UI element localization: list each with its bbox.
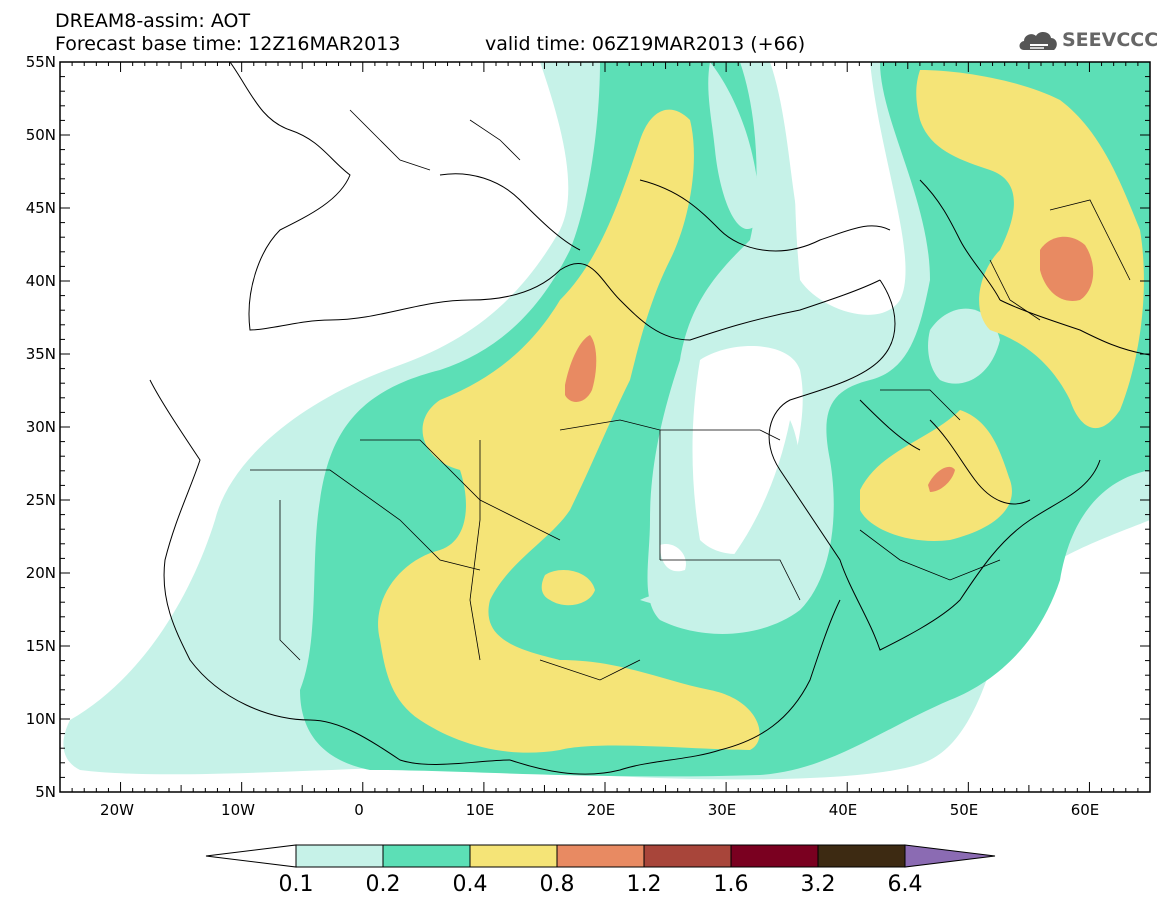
colorbar-label: 0.1 xyxy=(278,872,314,897)
lon-label: 10E xyxy=(465,801,495,819)
lat-label: 45N xyxy=(25,199,56,217)
lat-label: 15N xyxy=(25,637,56,655)
colorbar-label: 1.6 xyxy=(713,872,749,897)
lat-label: 10N xyxy=(25,710,56,728)
lon-label: 50E xyxy=(949,801,979,819)
lat-label: 50N xyxy=(25,126,56,144)
aot-band-0.8 xyxy=(565,335,597,402)
lat-label: 25N xyxy=(25,491,56,509)
lon-label: 40E xyxy=(828,801,858,819)
logo-text: SEEVCCC xyxy=(1062,29,1159,51)
lat-label: 20N xyxy=(25,564,56,582)
coastlines xyxy=(149,62,1150,775)
lat-label: 55N xyxy=(25,53,56,71)
colorbar-label: 1.2 xyxy=(626,872,662,897)
lon-label: 20W xyxy=(100,801,134,819)
lon-label: 0 xyxy=(354,801,364,819)
map-frame xyxy=(59,61,1151,793)
colorbar-label: 0.4 xyxy=(452,872,488,897)
forecast-base-time: Forecast base time: 12Z16MAR2013 xyxy=(55,33,401,55)
colorbar-label: 3.2 xyxy=(800,872,836,897)
lat-label: 35N xyxy=(25,345,56,363)
aot-band-0.2 xyxy=(300,62,1150,777)
lon-label: 10W xyxy=(221,801,255,819)
country-borders xyxy=(250,109,1131,681)
colorbar-label: 0.8 xyxy=(539,872,575,897)
lon-label: 30E xyxy=(707,801,737,819)
map-title: DREAM8-assim: AOT xyxy=(55,10,251,32)
colorbar-label: 0.2 xyxy=(365,872,401,897)
aot-band-0.4 xyxy=(378,109,760,753)
seevccc-logo xyxy=(1019,32,1057,50)
lon-label: 20E xyxy=(586,801,616,819)
lon-label: 60E xyxy=(1070,801,1100,819)
lat-label: 5N xyxy=(35,783,56,801)
lat-label: 30N xyxy=(25,418,56,436)
lat-label: 40N xyxy=(25,272,56,290)
valid-time: valid time: 06Z19MAR2013 (+66) xyxy=(485,33,806,55)
colorbar-label: 6.4 xyxy=(887,872,923,897)
aot-contours xyxy=(63,62,1150,780)
